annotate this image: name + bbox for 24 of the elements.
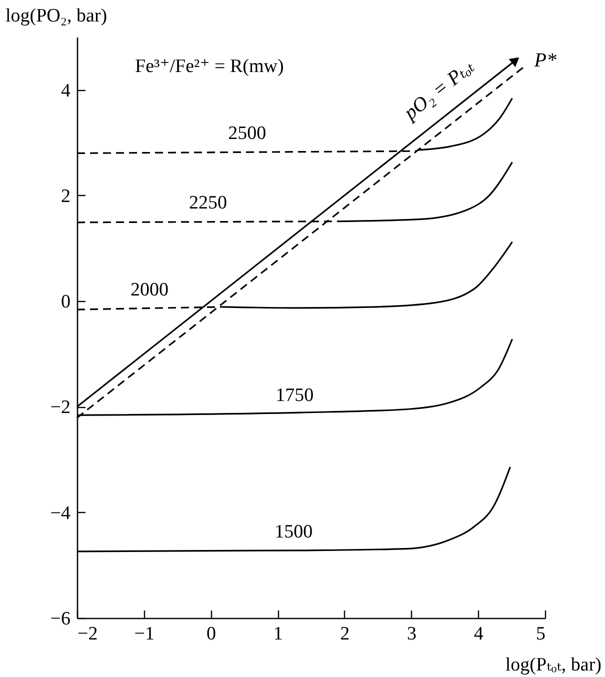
y-axis-title: log(PO₂, bar) (6, 6, 108, 26)
series-label: 2000 (130, 280, 169, 301)
x-tick-label: 1 (273, 624, 283, 644)
y-tick-label: 0 (61, 292, 70, 313)
y-tick-label: −6 (50, 608, 70, 630)
x-tick-label: 3 (407, 624, 417, 644)
x-tick-label: 2 (340, 624, 350, 644)
series-label: 1750 (276, 385, 314, 406)
x-tick-label: 0 (206, 624, 216, 644)
x-tick-label: −1 (134, 624, 154, 644)
text: pO₂ = Pₜₒₜ (398, 56, 479, 126)
y-tick-label: 4 (61, 80, 71, 102)
x-tick-label: 5 (536, 624, 546, 644)
y-tick-label: −4 (50, 502, 71, 524)
series-label: 2250 (189, 192, 228, 214)
y-tick-label: −2 (50, 397, 70, 418)
y-tick-label: 2 (61, 186, 70, 207)
x-axis-title: log(Pₜₒₜ, bar) (505, 654, 602, 676)
x-tick-label: 4 (474, 624, 484, 644)
series-label: 2500 (228, 123, 266, 144)
series-label: P* (533, 50, 556, 72)
annotation: Fe³⁺/Fe²⁺ = R(mw) (135, 56, 284, 77)
x-tick-label: −2 (78, 624, 98, 644)
series-label: 1500 (274, 521, 313, 542)
